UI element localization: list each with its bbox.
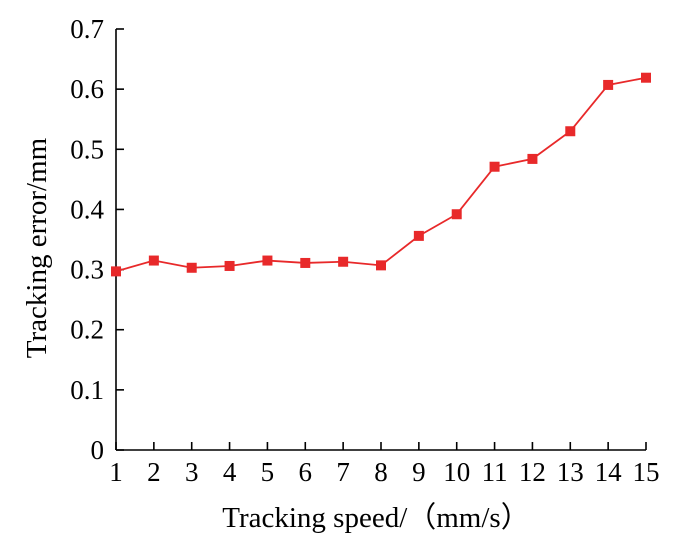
- y-tick-label: 0: [91, 435, 105, 465]
- series: [111, 72, 651, 277]
- series-line: [115, 76, 647, 273]
- x-tick-label: 8: [374, 457, 388, 487]
- data-point: [489, 161, 500, 172]
- x-tick-label: 11: [482, 457, 508, 487]
- data-point: [603, 79, 614, 90]
- x-axis-title: Tracking speed/（mm/s）: [222, 502, 529, 534]
- data-point: [451, 209, 462, 220]
- y-tick-label: 0.3: [70, 255, 104, 285]
- ticks: 00.10.20.30.40.50.60.71 2 3 4 5 6 7 8 9 10 11 12 13 1…: [70, 14, 659, 487]
- x-tick-label: 4: [223, 457, 237, 487]
- y-tick-label: 0.6: [70, 74, 104, 104]
- data-point: [262, 255, 273, 266]
- axes: [115, 29, 646, 451]
- x-tick-label: 15: [633, 457, 660, 487]
- y-axis-title: Tracking error/mm: [21, 137, 53, 358]
- x-tick-label: 5: [261, 457, 275, 487]
- x-tick-label: 12: [519, 457, 546, 487]
- x-tick-label: 1: [109, 457, 123, 487]
- data-point: [148, 255, 159, 266]
- y-tick-label: 0.7: [70, 14, 104, 44]
- data-point: [565, 126, 576, 137]
- data-point: [413, 230, 424, 241]
- data-point: [527, 153, 538, 164]
- data-point: [641, 72, 651, 83]
- data-point: [186, 262, 197, 273]
- x-tick-label: 13: [557, 457, 584, 487]
- x-tick-label: 3: [185, 457, 199, 487]
- data-point: [338, 256, 349, 267]
- y-tick-label: 0.2: [70, 315, 104, 345]
- data-point: [376, 260, 386, 271]
- x-tick-label: 9: [412, 457, 426, 487]
- x-tick-label: 6: [299, 457, 313, 487]
- data-point: [111, 266, 121, 277]
- x-tick-label: 7: [336, 457, 350, 487]
- y-tick-label: 0.4: [70, 194, 104, 224]
- y-tick-label: 0.1: [70, 375, 104, 405]
- x-tick-label: 2: [147, 457, 161, 487]
- y-tick-label: 0.5: [70, 134, 104, 164]
- data-point: [300, 257, 311, 268]
- x-tick-label: 10: [443, 457, 470, 487]
- x-tick-label: 14: [595, 457, 623, 487]
- data-point: [224, 260, 235, 271]
